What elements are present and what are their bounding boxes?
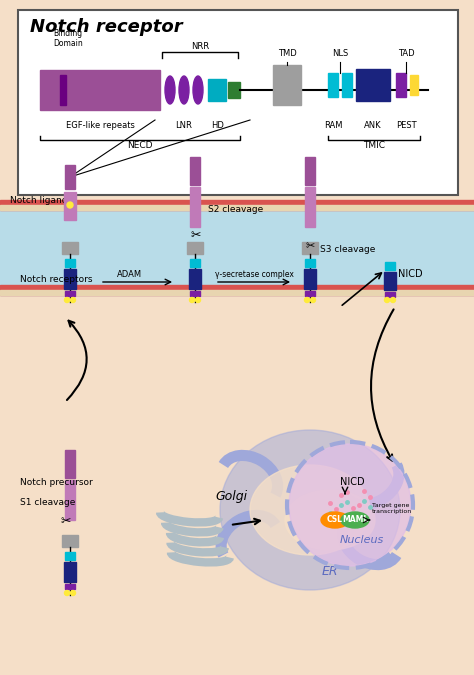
Bar [0, 210, 474, 295]
Bar [65, 291, 75, 296]
Text: ANK: ANK [364, 121, 382, 130]
Bar [396, 73, 406, 97]
Bar [64, 562, 76, 582]
Text: Notch receptor: Notch receptor [30, 18, 182, 36]
Circle shape [64, 591, 70, 595]
Bar [305, 187, 315, 227]
Bar [0, 290, 474, 295]
Circle shape [384, 298, 390, 302]
Circle shape [71, 591, 75, 595]
Bar [302, 242, 318, 254]
Bar [410, 75, 418, 95]
Bar [189, 269, 201, 289]
Text: ✂: ✂ [306, 241, 315, 251]
Ellipse shape [341, 512, 369, 528]
Bar [65, 165, 75, 189]
Text: Nucleus: Nucleus [340, 535, 384, 545]
Bar [62, 535, 78, 547]
Text: PEST: PEST [396, 121, 416, 130]
Text: ✂: ✂ [190, 229, 201, 242]
Bar [328, 73, 338, 97]
Text: Binding
Domain: Binding Domain [53, 28, 83, 48]
Text: TMD: TMD [278, 49, 296, 58]
Bar [0, 200, 474, 205]
Bar [190, 259, 200, 267]
Bar [305, 259, 315, 267]
Bar [62, 242, 78, 254]
Circle shape [64, 298, 70, 302]
Bar [64, 192, 76, 220]
Text: S2 cleavage: S2 cleavage [208, 205, 263, 214]
Text: Notch ligands: Notch ligands [10, 196, 72, 205]
Ellipse shape [220, 430, 400, 590]
Circle shape [71, 298, 75, 302]
Bar [40, 70, 160, 110]
Bar [342, 73, 352, 97]
Circle shape [391, 298, 395, 302]
Bar [384, 272, 396, 290]
Bar [190, 157, 200, 185]
Text: S1 cleavage: S1 cleavage [20, 498, 75, 507]
Bar [0, 205, 474, 210]
Ellipse shape [321, 512, 349, 528]
Text: HD: HD [211, 121, 224, 130]
Bar [305, 291, 315, 296]
Ellipse shape [250, 465, 370, 555]
Bar [187, 242, 203, 254]
Bar [385, 262, 395, 270]
Bar [190, 291, 200, 296]
Bar [64, 269, 76, 289]
Bar [228, 82, 240, 98]
Bar [65, 259, 75, 267]
Bar [65, 552, 75, 560]
Text: γ-secretase complex: γ-secretase complex [215, 270, 293, 279]
Bar [304, 269, 316, 289]
Bar [65, 584, 75, 589]
Bar [356, 69, 390, 101]
Ellipse shape [179, 76, 189, 104]
Text: EGF-like repeats: EGF-like repeats [65, 121, 135, 130]
Circle shape [304, 298, 310, 302]
Text: CSL: CSL [327, 516, 343, 524]
Text: NICD: NICD [398, 269, 423, 279]
Bar [65, 450, 75, 478]
Text: NRR: NRR [191, 42, 209, 51]
Text: ER: ER [322, 565, 338, 578]
Text: MAML: MAML [342, 516, 368, 524]
Text: NLS: NLS [332, 49, 348, 58]
Text: NICD: NICD [340, 477, 365, 487]
Bar [0, 205, 474, 210]
Circle shape [67, 202, 73, 208]
Text: NECD: NECD [127, 141, 153, 150]
Ellipse shape [285, 490, 375, 550]
Bar [0, 285, 474, 290]
Ellipse shape [165, 76, 175, 104]
Text: ✂: ✂ [60, 515, 71, 528]
Text: RAM: RAM [324, 121, 342, 130]
Text: Notch receptors: Notch receptors [20, 275, 92, 284]
Text: ADAM: ADAM [118, 270, 143, 279]
Text: Target gene
transcription: Target gene transcription [372, 503, 412, 514]
Bar [65, 480, 75, 520]
Text: LNR: LNR [175, 121, 192, 130]
Bar [385, 292, 395, 297]
Bar [0, 290, 474, 295]
Bar [60, 75, 66, 105]
Circle shape [190, 298, 194, 302]
Bar [273, 65, 301, 105]
Text: TAD: TAD [398, 49, 414, 58]
Text: S3 cleavage: S3 cleavage [320, 245, 375, 254]
Text: TMIC: TMIC [363, 141, 385, 150]
Circle shape [195, 298, 201, 302]
Circle shape [310, 298, 316, 302]
Text: Notch precursor: Notch precursor [20, 478, 93, 487]
Circle shape [289, 444, 411, 566]
FancyBboxPatch shape [18, 10, 458, 195]
Ellipse shape [193, 76, 203, 104]
Bar [305, 157, 315, 185]
Bar [190, 187, 200, 227]
Text: Golgi: Golgi [215, 490, 247, 503]
Bar [208, 79, 226, 101]
